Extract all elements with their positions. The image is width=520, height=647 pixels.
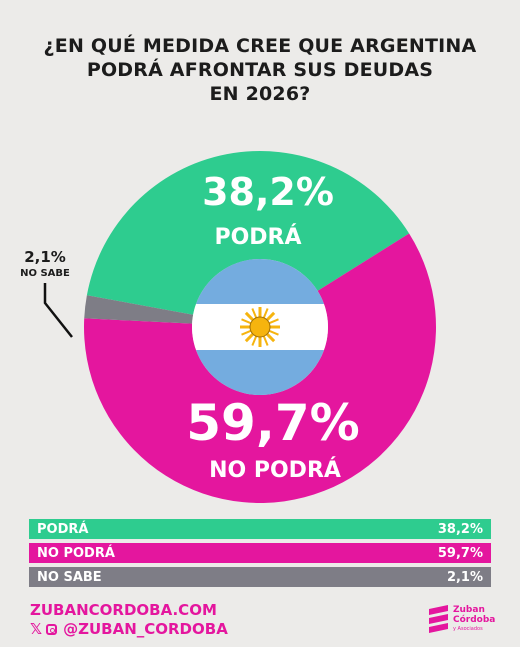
instagram-icon[interactable]	[46, 623, 58, 635]
podra-value-label: 38,2%	[202, 170, 334, 214]
no-podra-value-label: 59,7%	[186, 394, 359, 452]
slice-no-sabe	[84, 295, 194, 324]
sun-core	[249, 316, 271, 338]
social-handle[interactable]: @ZUBAN_CORDOBA	[63, 620, 228, 638]
logo-mark-icon	[429, 605, 448, 633]
website-link[interactable]: ZUBANCORDOBA.COM	[30, 601, 217, 619]
table-row-podra: PODRÁ 38,2%	[29, 519, 491, 539]
results-table: PODRÁ 38,2% NO PODRÁ 59,7% NO SABE 2,1%	[29, 519, 491, 591]
donut-chart: 38,2% PODRÁ 59,7% NO PODRÁ 2,1% NO SABE	[20, 150, 436, 504]
x-icon[interactable]: 𝕏	[30, 620, 43, 638]
no-sabe-value-label: 2,1%	[24, 248, 66, 266]
sun-ray	[262, 308, 269, 320]
logo-line-3: y Asociados	[453, 626, 483, 632]
sun-of-may-icon	[240, 307, 280, 347]
slice-podra	[86, 150, 410, 315]
sun-ray	[265, 311, 276, 322]
sun-ray	[267, 329, 279, 336]
slice-no-podra	[84, 233, 436, 504]
table-row-no-podra: NO PODRÁ 59,7%	[29, 543, 491, 563]
sun-ray	[267, 318, 279, 325]
row-value: 2,1%	[446, 569, 483, 585]
logo-text: Zuban Córdoba	[453, 605, 495, 625]
row-value: 59,7%	[437, 545, 483, 561]
title-line-1: ¿EN QUÉ MEDIDA CREE QUE ARGENTINA	[43, 35, 477, 57]
table-row-no-sabe: NO SABE 2,1%	[29, 567, 491, 587]
sun-ray	[262, 334, 269, 346]
podra-name-label: PODRÁ	[214, 224, 301, 250]
sun-ray	[244, 332, 255, 343]
no-sabe-leader-line	[43, 283, 73, 338]
row-value: 38,2%	[437, 521, 483, 537]
row-label: NO SABE	[37, 569, 102, 585]
no-sabe-name-label: NO SABE	[20, 268, 70, 279]
logo-line-1: Zuban	[453, 605, 485, 615]
sun-ray	[244, 311, 255, 322]
zuban-cordoba-logo: Zuban Córdoba y Asociados	[426, 603, 496, 639]
social-handle-row[interactable]: 𝕏 @ZUBAN_CORDOBA	[30, 620, 228, 638]
sun-ray	[241, 329, 253, 336]
title-line-2: PODRÁ AFRONTAR SUS DEUDAS	[86, 59, 434, 81]
row-label: NO PODRÁ	[37, 545, 115, 561]
no-podra-name-label: NO PODRÁ	[209, 457, 341, 483]
sun-ray	[251, 334, 258, 346]
title-line-3: EN 2026?	[209, 83, 311, 105]
row-label: PODRÁ	[37, 521, 89, 537]
sun-ray	[251, 308, 258, 320]
sun-ray	[265, 332, 276, 343]
sun-ray	[241, 318, 253, 325]
logo-line-2: Córdoba	[453, 615, 496, 625]
chart-title: ¿EN QUÉ MEDIDA CREE QUE ARGENTINA PODRÁ …	[0, 34, 520, 106]
